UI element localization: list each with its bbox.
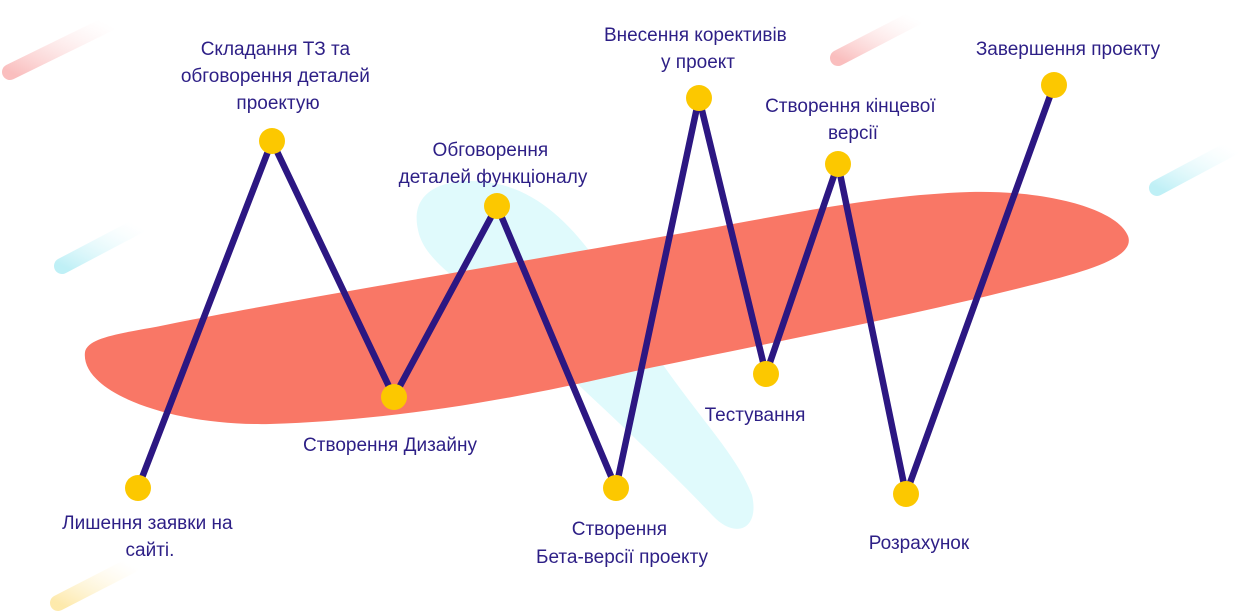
label-design: Створення Дизайну (303, 435, 477, 456)
streak-yellow-bottom (50, 557, 140, 611)
label-beta-line-2: Бета-версії проекту (536, 547, 709, 568)
path-edges (134, 81, 1058, 498)
label-final: Створення кінцевої версії (765, 96, 941, 144)
edge-final-to-payment (834, 160, 910, 498)
edge-functional-to-beta (493, 202, 620, 492)
node-functional (484, 193, 510, 219)
label-final-line-1: Створення кінцевої (765, 96, 936, 117)
label-request-line-1: Лишення заявки на (62, 513, 233, 534)
label-corrections-line-2: у проект (661, 52, 735, 73)
node-request (125, 475, 151, 501)
label-beta: Створення Бета-версії проекту (536, 519, 709, 568)
edge-request-to-spec (134, 137, 276, 492)
node-design (381, 384, 407, 410)
label-complete: Завершення проекту (976, 39, 1161, 60)
label-spec-line-1: Складання ТЗ та (201, 39, 351, 60)
step-nodes (125, 72, 1067, 507)
node-beta (603, 475, 629, 501)
label-functional: Обговорення деталей функціоналу (399, 140, 588, 188)
streak-cyan-right (1149, 140, 1240, 196)
edge-payment-to-complete (902, 81, 1058, 498)
label-request: Лишення заявки на сайті. (62, 513, 238, 561)
node-testing (753, 361, 779, 387)
label-functional-line-1: Обговорення (433, 140, 549, 161)
node-spec (259, 128, 285, 154)
label-spec: Складання ТЗ та обговорення деталей прое… (181, 39, 375, 114)
label-corrections: Внесення корективів у проект (604, 25, 792, 73)
label-complete-line-1: Завершення проекту (976, 39, 1161, 60)
label-final-line-2: версії (828, 123, 879, 144)
node-payment (893, 481, 919, 507)
label-payment-line-1: Розрахунок (869, 533, 970, 554)
node-final (825, 151, 851, 177)
label-request-line-2: сайті. (126, 540, 175, 561)
edge-testing-to-final (762, 160, 842, 378)
label-payment: Розрахунок (869, 533, 970, 554)
edge-beta-to-corrections (612, 94, 703, 492)
label-spec-line-2: обговорення деталей (181, 66, 370, 87)
label-functional-line-2: деталей функціоналу (399, 167, 588, 188)
streak-pink-left (2, 16, 116, 80)
streak-pink-right (830, 10, 923, 66)
decorative-streaks (2, 10, 1240, 611)
label-beta-line-1: Створення (572, 519, 667, 540)
edge-spec-to-design (268, 137, 398, 401)
label-spec-line-3: проектую (236, 93, 319, 114)
streak-cyan-left (54, 218, 146, 274)
node-complete (1041, 72, 1067, 98)
label-corrections-line-1: Внесення корективів (604, 25, 787, 46)
edge-corrections-to-testing (695, 94, 770, 378)
label-design-line-1: Створення Дизайну (303, 435, 477, 456)
label-testing-line-1: Тестування (705, 405, 806, 426)
edge-design-to-functional (390, 202, 501, 401)
label-testing: Тестування (705, 405, 806, 426)
background-blob-coral (84, 191, 1129, 425)
node-corrections (686, 85, 712, 111)
